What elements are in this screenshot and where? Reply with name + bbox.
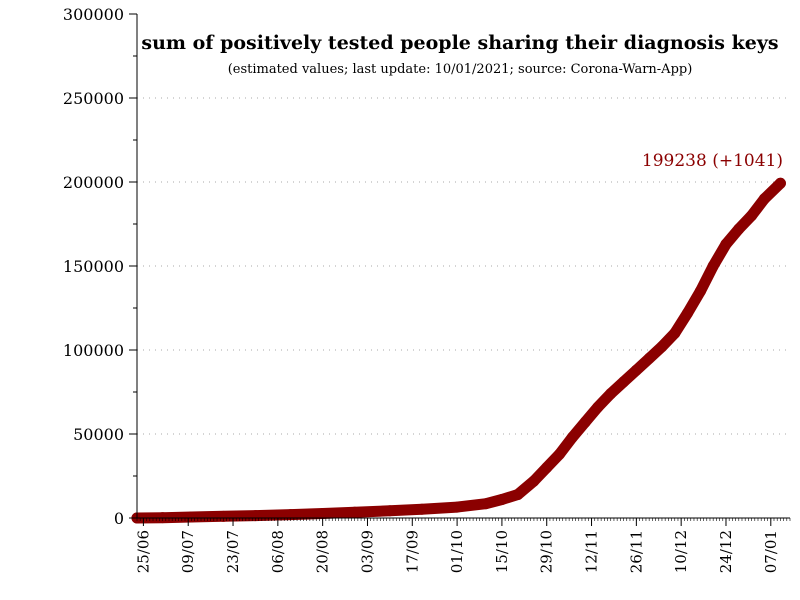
data-point bbox=[774, 177, 786, 189]
data-point bbox=[694, 285, 706, 297]
x-tick-label: 20/08 bbox=[314, 530, 332, 573]
y-tick-label: 50000 bbox=[73, 425, 124, 444]
y-tick-label: 300000 bbox=[63, 5, 124, 24]
x-tick-label: 17/09 bbox=[403, 530, 421, 573]
data-point bbox=[630, 364, 642, 376]
data-point bbox=[656, 341, 668, 353]
data-point bbox=[643, 352, 655, 364]
data-point bbox=[512, 488, 524, 500]
data-point bbox=[480, 498, 492, 510]
y-tick-label: 100000 bbox=[63, 341, 124, 360]
chart-subtitle: (estimated values; last update: 10/01/20… bbox=[228, 62, 693, 77]
y-tick-label: 200000 bbox=[63, 173, 124, 192]
data-point bbox=[554, 448, 566, 460]
data-point bbox=[758, 193, 770, 205]
x-tick-label: 10/12 bbox=[672, 530, 690, 573]
x-axis-ticks: 25/06 09/07 23/07 06/08 20/08 03/09 17/09 01/10… bbox=[134, 518, 791, 573]
x-tick-label: 29/10 bbox=[538, 530, 556, 573]
x-tick-label: 26/11 bbox=[627, 530, 645, 573]
y-tick-label: 150000 bbox=[63, 257, 124, 276]
data-point bbox=[317, 507, 329, 519]
data-point bbox=[451, 501, 463, 513]
x-tick-label: 09/07 bbox=[179, 530, 197, 573]
data-point bbox=[566, 431, 578, 443]
y-tick-label: 0 bbox=[114, 509, 124, 528]
x-tick-label: 24/12 bbox=[717, 530, 735, 573]
series-line bbox=[131, 177, 786, 524]
data-point bbox=[496, 494, 508, 506]
data-point bbox=[746, 210, 758, 222]
chart-title: sum of positively tested people sharing … bbox=[141, 32, 778, 54]
x-tick-label: 07/01 bbox=[762, 530, 780, 573]
data-point bbox=[384, 505, 396, 517]
y-axis-ticks: 0 50000 100000 150000 200000 250000 300000 bbox=[63, 5, 137, 528]
x-tick-label: 25/06 bbox=[134, 530, 152, 573]
data-point bbox=[579, 416, 591, 428]
data-point bbox=[720, 238, 732, 250]
x-tick-label: 23/07 bbox=[224, 530, 242, 573]
data-point bbox=[416, 503, 428, 515]
data-point bbox=[605, 388, 617, 400]
data-point bbox=[285, 509, 297, 521]
data-point bbox=[707, 260, 719, 272]
data-point bbox=[541, 462, 553, 474]
x-tick-label: 01/10 bbox=[448, 530, 466, 573]
data-point bbox=[349, 506, 361, 518]
data-point bbox=[669, 327, 681, 339]
x-tick-label: 03/09 bbox=[358, 530, 376, 573]
data-point bbox=[217, 510, 229, 522]
x-tick-label: 15/10 bbox=[493, 530, 511, 573]
x-tick-label: 06/08 bbox=[269, 530, 287, 573]
y-tick-label: 250000 bbox=[63, 89, 124, 108]
data-point bbox=[682, 307, 694, 319]
data-point bbox=[618, 376, 630, 388]
data-point bbox=[528, 475, 540, 487]
grid-lines bbox=[137, 97, 790, 435]
axes bbox=[136, 14, 790, 519]
data-point bbox=[733, 223, 745, 235]
x-tick-label: 12/11 bbox=[583, 530, 601, 573]
series-path bbox=[131, 177, 786, 524]
latest-value-annotation: 199238 (+1041) bbox=[642, 151, 783, 171]
data-point bbox=[592, 401, 604, 413]
